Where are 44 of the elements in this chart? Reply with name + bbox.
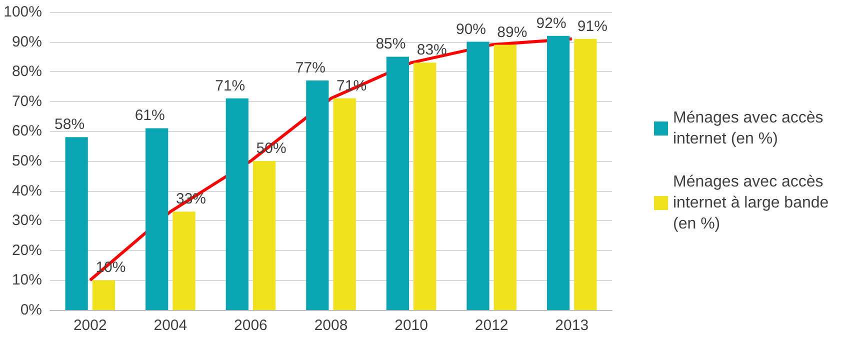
bar (172, 212, 196, 310)
data-label: 61% (134, 107, 165, 124)
bar (306, 80, 329, 310)
x-tick-label: 2008 (314, 317, 348, 334)
data-label: 83% (416, 42, 447, 59)
bar (65, 137, 88, 310)
bar (546, 36, 570, 310)
x-tick-label: 2002 (73, 317, 107, 334)
data-label: 89% (497, 24, 528, 41)
bar (414, 62, 436, 310)
y-tick-label: 40% (12, 182, 42, 200)
data-label: 92% (536, 14, 566, 32)
y-tick-label: 60% (12, 122, 42, 140)
bar (466, 42, 490, 310)
bar (92, 280, 116, 310)
y-tick-label: 100% (4, 4, 42, 20)
y-tick-label: 20% (12, 242, 42, 259)
x-tick-label: 2012 (474, 317, 508, 334)
bar (252, 161, 276, 310)
data-label: 90% (456, 20, 486, 38)
y-tick-label: 80% (12, 63, 42, 80)
x-tick-label: 2006 (234, 317, 268, 334)
data-label: 77% (295, 60, 326, 77)
legend-label: Ménages avec accès internet à large bande (en %) (673, 174, 834, 232)
y-tick-label: 30% (12, 212, 42, 230)
data-label: 91% (577, 18, 608, 35)
y-tick-label: 10% (12, 272, 42, 289)
y-tick-label: 0% (20, 302, 42, 318)
bar (146, 128, 168, 310)
bar (333, 98, 356, 310)
y-tick-label: 70% (12, 92, 42, 110)
y-tick-label: 50% (12, 152, 42, 170)
bar (386, 56, 410, 310)
data-label: 71% (215, 77, 246, 94)
bar (494, 44, 516, 310)
bar (226, 98, 248, 310)
x-tick-label: 2010 (394, 317, 428, 334)
bar (574, 38, 597, 310)
y-tick-label: 90% (12, 33, 42, 50)
x-tick-label: 2013 (555, 317, 589, 334)
legend-label: Ménages avec accès internet (en %) (673, 110, 828, 148)
data-label: 58% (54, 116, 85, 134)
data-label: 85% (376, 36, 406, 53)
x-tick-label: 2004 (154, 317, 188, 334)
